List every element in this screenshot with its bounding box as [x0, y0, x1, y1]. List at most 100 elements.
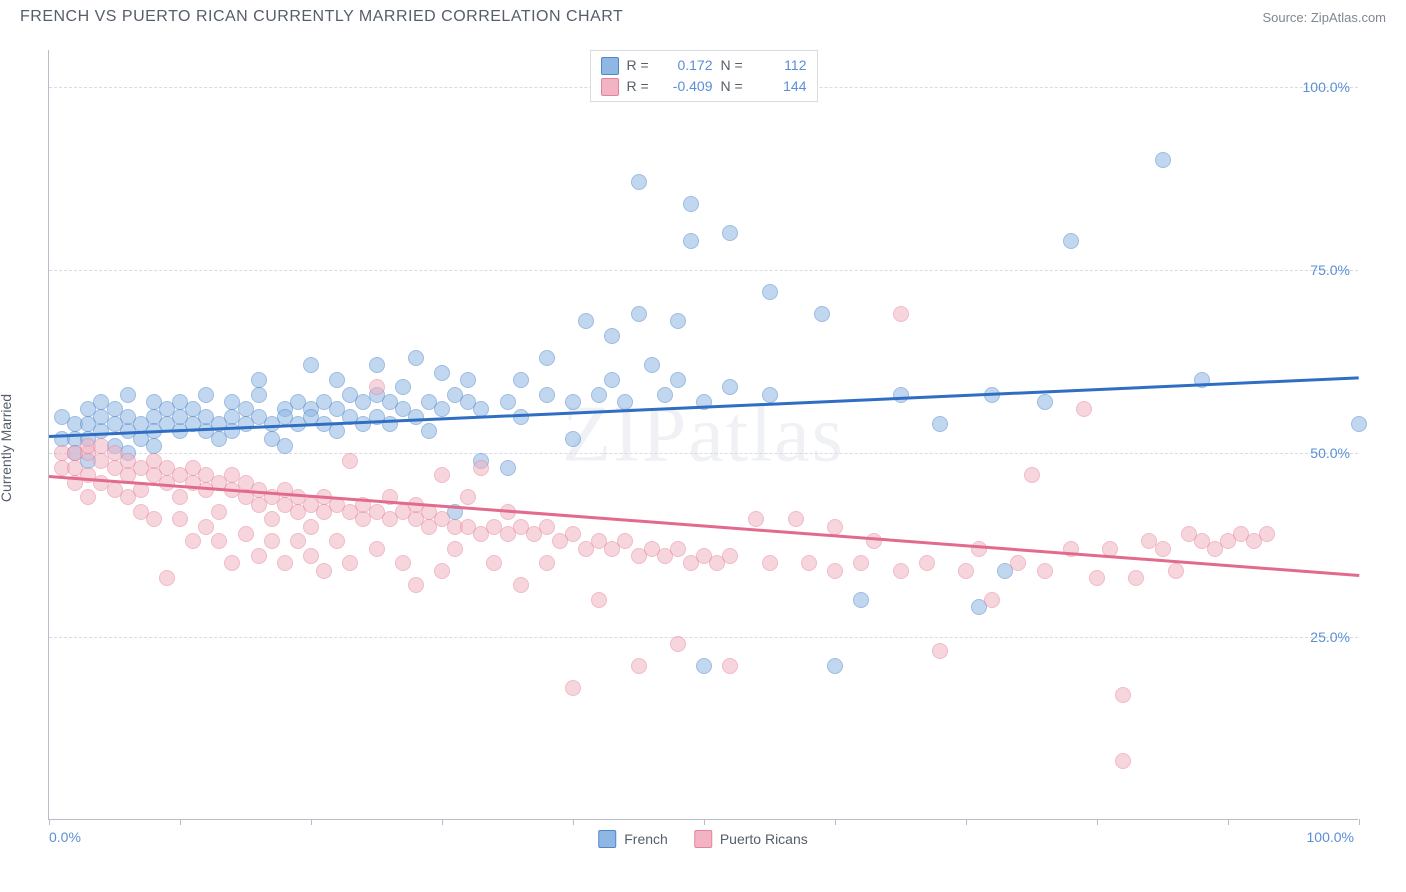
legend-n-value: 144: [755, 76, 807, 97]
x-tick: [966, 819, 967, 825]
gridline-h: [49, 270, 1358, 271]
scatter-point: [172, 489, 188, 505]
x-tick: [1228, 819, 1229, 825]
scatter-point: [827, 658, 843, 674]
scatter-point: [486, 555, 502, 571]
y-axis-label: Currently Married: [0, 394, 14, 502]
scatter-point: [748, 511, 764, 527]
scatter-point: [146, 438, 162, 454]
legend-r-key: R =: [627, 55, 653, 76]
scatter-point: [1155, 541, 1171, 557]
scatter-point: [369, 379, 385, 395]
y-tick-label: 75.0%: [1310, 262, 1350, 278]
scatter-point: [342, 453, 358, 469]
legend-swatch: [598, 830, 616, 848]
scatter-point: [264, 511, 280, 527]
scatter-point: [539, 555, 555, 571]
scatter-point: [578, 313, 594, 329]
scatter-point: [408, 409, 424, 425]
legend-item-label: Puerto Ricans: [720, 831, 808, 847]
scatter-point: [1089, 570, 1105, 586]
scatter-point: [172, 511, 188, 527]
scatter-point: [1037, 563, 1053, 579]
legend-swatch: [601, 57, 619, 75]
scatter-point: [565, 394, 581, 410]
scatter-point: [224, 555, 240, 571]
scatter-point: [303, 357, 319, 373]
scatter-point: [814, 306, 830, 322]
x-tick: [442, 819, 443, 825]
scatter-point: [827, 563, 843, 579]
scatter-point: [434, 365, 450, 381]
scatter-point: [447, 541, 463, 557]
scatter-point: [1115, 753, 1131, 769]
scatter-point: [827, 519, 843, 535]
scatter-point: [382, 416, 398, 432]
scatter-point: [919, 555, 935, 571]
scatter-point: [893, 563, 909, 579]
scatter-point: [657, 387, 673, 403]
scatter-point: [211, 504, 227, 520]
scatter-point: [539, 350, 555, 366]
scatter-point: [1168, 563, 1184, 579]
legend-n-value: 112: [755, 55, 807, 76]
scatter-point: [277, 555, 293, 571]
scatter-point: [971, 541, 987, 557]
scatter-point: [801, 555, 817, 571]
scatter-point: [251, 387, 267, 403]
chart-source: Source: ZipAtlas.com: [1262, 10, 1386, 25]
legend-n-key: N =: [721, 55, 747, 76]
scatter-point: [696, 658, 712, 674]
legend-item: Puerto Ricans: [694, 830, 808, 848]
scatter-point: [565, 431, 581, 447]
chart-container: Currently Married ZIPatlas 25.0%50.0%75.…: [0, 30, 1406, 850]
gridline-h: [49, 453, 1358, 454]
scatter-point: [1115, 687, 1131, 703]
x-axis-min-label: 0.0%: [49, 829, 81, 845]
scatter-point: [762, 555, 778, 571]
scatter-point: [788, 511, 804, 527]
scatter-point: [303, 548, 319, 564]
scatter-point: [159, 570, 175, 586]
y-tick-label: 50.0%: [1310, 445, 1350, 461]
scatter-point: [604, 328, 620, 344]
scatter-point: [264, 533, 280, 549]
scatter-point: [251, 372, 267, 388]
scatter-point: [893, 306, 909, 322]
legend-n-key: N =: [721, 76, 747, 97]
scatter-point: [316, 563, 332, 579]
scatter-point: [290, 533, 306, 549]
scatter-point: [277, 438, 293, 454]
scatter-point: [434, 467, 450, 483]
scatter-point: [408, 350, 424, 366]
scatter-point: [722, 658, 738, 674]
scatter-point: [395, 555, 411, 571]
scatter-point: [460, 372, 476, 388]
scatter-point: [722, 379, 738, 395]
scatter-point: [342, 555, 358, 571]
scatter-point: [369, 541, 385, 557]
scatter-point: [932, 643, 948, 659]
scatter-point: [120, 387, 136, 403]
scatter-point: [670, 541, 686, 557]
x-tick: [180, 819, 181, 825]
scatter-point: [762, 284, 778, 300]
scatter-point: [1010, 555, 1026, 571]
scatter-point: [644, 357, 660, 373]
x-tick: [311, 819, 312, 825]
scatter-point: [604, 372, 620, 388]
y-tick-label: 25.0%: [1310, 629, 1350, 645]
scatter-point: [369, 357, 385, 373]
scatter-point: [146, 511, 162, 527]
scatter-point: [631, 658, 647, 674]
legend-item-label: French: [624, 831, 668, 847]
legend-bottom: French Puerto Ricans: [598, 830, 808, 848]
x-tick: [49, 819, 50, 825]
scatter-point: [513, 409, 529, 425]
scatter-point: [565, 526, 581, 542]
scatter-point: [670, 636, 686, 652]
legend-item: French: [598, 830, 668, 848]
scatter-point: [185, 533, 201, 549]
scatter-point: [329, 372, 345, 388]
scatter-point: [565, 680, 581, 696]
